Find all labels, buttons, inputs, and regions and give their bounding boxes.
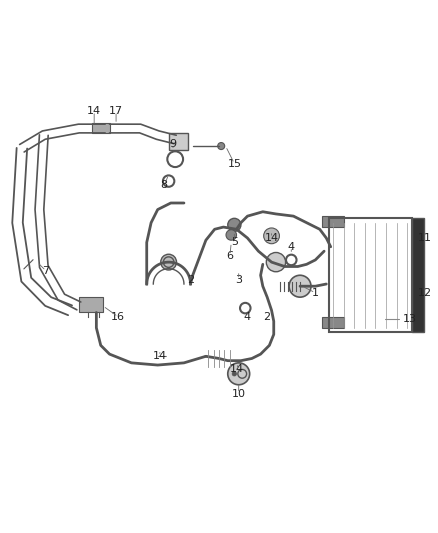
Text: 11: 11 xyxy=(418,233,432,243)
Bar xyxy=(328,219,412,332)
Bar xyxy=(322,317,344,328)
Bar xyxy=(79,297,103,312)
Text: 5: 5 xyxy=(231,237,238,247)
Text: 12: 12 xyxy=(418,288,432,298)
Text: 14: 14 xyxy=(265,233,279,243)
Text: 14: 14 xyxy=(153,351,167,361)
Text: 15: 15 xyxy=(227,159,241,168)
Text: 1: 1 xyxy=(312,288,319,298)
Text: 10: 10 xyxy=(232,389,246,399)
Circle shape xyxy=(289,275,311,297)
Text: 8: 8 xyxy=(161,181,168,190)
Bar xyxy=(169,133,188,150)
Circle shape xyxy=(226,230,237,240)
Circle shape xyxy=(266,253,286,272)
Text: 2: 2 xyxy=(264,312,271,322)
Bar xyxy=(92,123,110,133)
Text: 9: 9 xyxy=(170,139,177,149)
Circle shape xyxy=(232,372,237,376)
Text: 3: 3 xyxy=(235,274,242,285)
Text: 16: 16 xyxy=(111,312,125,322)
Text: 2: 2 xyxy=(187,274,194,285)
Circle shape xyxy=(228,363,250,385)
Circle shape xyxy=(228,219,241,231)
Circle shape xyxy=(161,254,177,270)
Text: 17: 17 xyxy=(109,106,123,116)
Text: 7: 7 xyxy=(42,266,49,276)
Bar xyxy=(322,216,344,227)
Text: 4: 4 xyxy=(244,312,251,322)
Text: 14: 14 xyxy=(87,106,101,116)
Text: 4: 4 xyxy=(288,242,295,252)
Text: 6: 6 xyxy=(226,251,233,261)
Circle shape xyxy=(264,228,279,244)
Text: 14: 14 xyxy=(230,365,244,374)
Text: 13: 13 xyxy=(403,314,417,324)
Circle shape xyxy=(218,142,225,150)
Bar xyxy=(412,219,424,332)
